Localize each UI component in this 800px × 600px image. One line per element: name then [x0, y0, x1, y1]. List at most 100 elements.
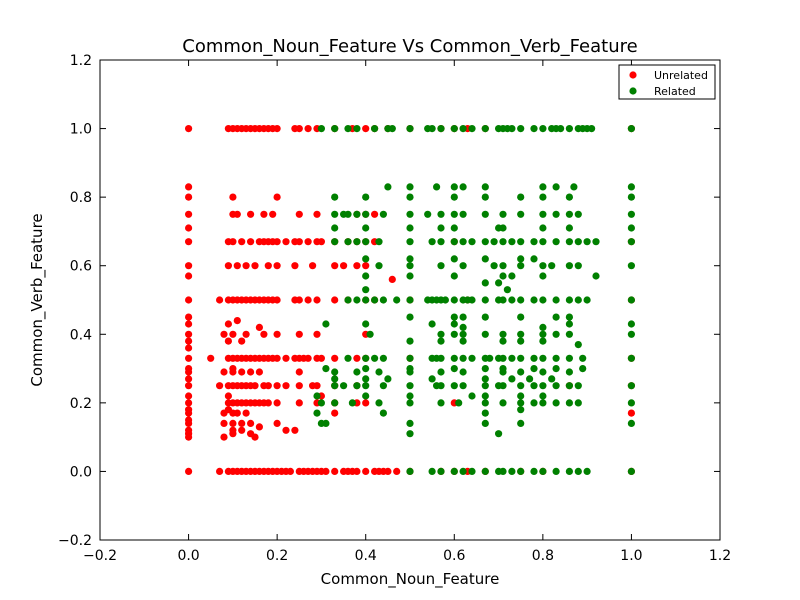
data-point-related [627, 238, 636, 246]
data-point-related [539, 262, 547, 270]
data-point-unrelated [242, 330, 250, 338]
data-point-related [517, 354, 525, 362]
data-point-unrelated [264, 399, 272, 407]
data-point-related [579, 354, 587, 362]
data-point-related [583, 238, 591, 246]
legend-marker [629, 71, 637, 79]
data-point-unrelated [185, 224, 193, 232]
data-point-related [353, 382, 361, 390]
data-point-related [353, 125, 361, 133]
data-point-unrelated [295, 296, 303, 304]
data-point-unrelated [224, 337, 232, 345]
data-point-related [428, 467, 436, 475]
chart-title: Common_Noun_Feature Vs Common_Verb_Featu… [182, 36, 637, 57]
data-point-unrelated [304, 354, 312, 362]
data-point-related [344, 354, 352, 362]
data-point-related [627, 262, 636, 270]
data-point-related [450, 382, 458, 390]
data-point-related [627, 419, 636, 427]
data-point-related [503, 286, 511, 294]
data-point-related [406, 382, 414, 390]
y-tick-label: 0.0 [70, 464, 92, 480]
data-point-related [450, 210, 458, 218]
data-point-related [406, 183, 414, 191]
data-point-related [565, 320, 574, 328]
data-point-related [552, 365, 560, 373]
y-tick-label: 1.0 [70, 122, 92, 138]
data-point-related [437, 210, 445, 218]
data-point-unrelated [273, 296, 281, 304]
y-axis-label: Common_Verb_Feature [28, 213, 47, 386]
data-point-related [530, 365, 538, 373]
data-point-related [627, 467, 636, 475]
data-point-related [530, 467, 538, 475]
data-point-unrelated [233, 409, 241, 417]
data-point-unrelated [185, 354, 193, 362]
data-point-related [371, 125, 379, 133]
data-point-related [481, 419, 489, 427]
data-point-related [508, 354, 516, 362]
data-point-unrelated [247, 419, 255, 427]
data-point-related [406, 272, 414, 280]
data-point-related [362, 354, 370, 362]
data-point-unrelated [255, 368, 263, 376]
data-point-unrelated [313, 330, 321, 338]
data-point-related [552, 467, 560, 475]
data-point-unrelated [362, 467, 370, 475]
data-point-related [379, 354, 387, 362]
data-point-related [459, 313, 467, 321]
data-point-related [508, 238, 516, 246]
data-point-related [406, 419, 414, 427]
data-point-related [627, 382, 636, 390]
data-point-related [388, 125, 396, 133]
data-point-unrelated [331, 467, 339, 475]
data-point-related [565, 313, 574, 321]
x-axis-label: Common_Noun_Feature [321, 570, 500, 589]
data-point-unrelated [282, 426, 290, 434]
data-point-unrelated [313, 296, 321, 304]
data-point-related [437, 238, 445, 246]
data-point-related [565, 467, 574, 475]
x-axis: −0.2 0.0 0.2 0.4 0.6 0.8 1.0 1.2 [83, 60, 731, 564]
y-tick-label: 0.4 [70, 327, 92, 343]
data-point-related [539, 272, 547, 280]
data-point-related [313, 392, 321, 400]
data-point-related [481, 382, 489, 390]
data-point-related [481, 330, 489, 338]
data-point-related [499, 368, 507, 376]
data-point-unrelated [224, 320, 232, 328]
data-point-related [499, 330, 507, 338]
data-point-related [468, 238, 476, 246]
data-point-related [574, 296, 582, 304]
data-point-related [331, 125, 339, 133]
data-point-related [362, 238, 370, 246]
data-point-related [574, 467, 582, 475]
data-point-related [459, 238, 467, 246]
data-point-related [530, 354, 538, 362]
data-point-related [353, 368, 361, 376]
data-point-unrelated [282, 354, 290, 362]
data-point-unrelated [229, 419, 237, 427]
x-tick-label: 0.2 [266, 548, 288, 564]
data-point-related [437, 125, 445, 133]
y-tick-label: 0.2 [70, 396, 92, 412]
data-point-unrelated [340, 262, 348, 270]
data-point-unrelated [309, 262, 317, 270]
data-point-unrelated [229, 368, 237, 376]
data-point-related [552, 399, 560, 407]
data-point-unrelated [353, 467, 361, 475]
data-point-related [517, 313, 525, 321]
data-point-related [574, 341, 582, 349]
data-point-related [499, 399, 507, 407]
data-point-related [459, 368, 467, 376]
data-point-related [459, 330, 467, 338]
data-point-related [565, 330, 574, 338]
data-point-unrelated [185, 344, 193, 352]
data-point-related [517, 238, 525, 246]
data-point-related [481, 255, 489, 263]
data-point-related [406, 255, 414, 263]
data-point-related [331, 399, 339, 407]
data-point-unrelated [185, 375, 193, 383]
data-point-unrelated [331, 296, 339, 304]
data-point-unrelated [233, 210, 241, 218]
